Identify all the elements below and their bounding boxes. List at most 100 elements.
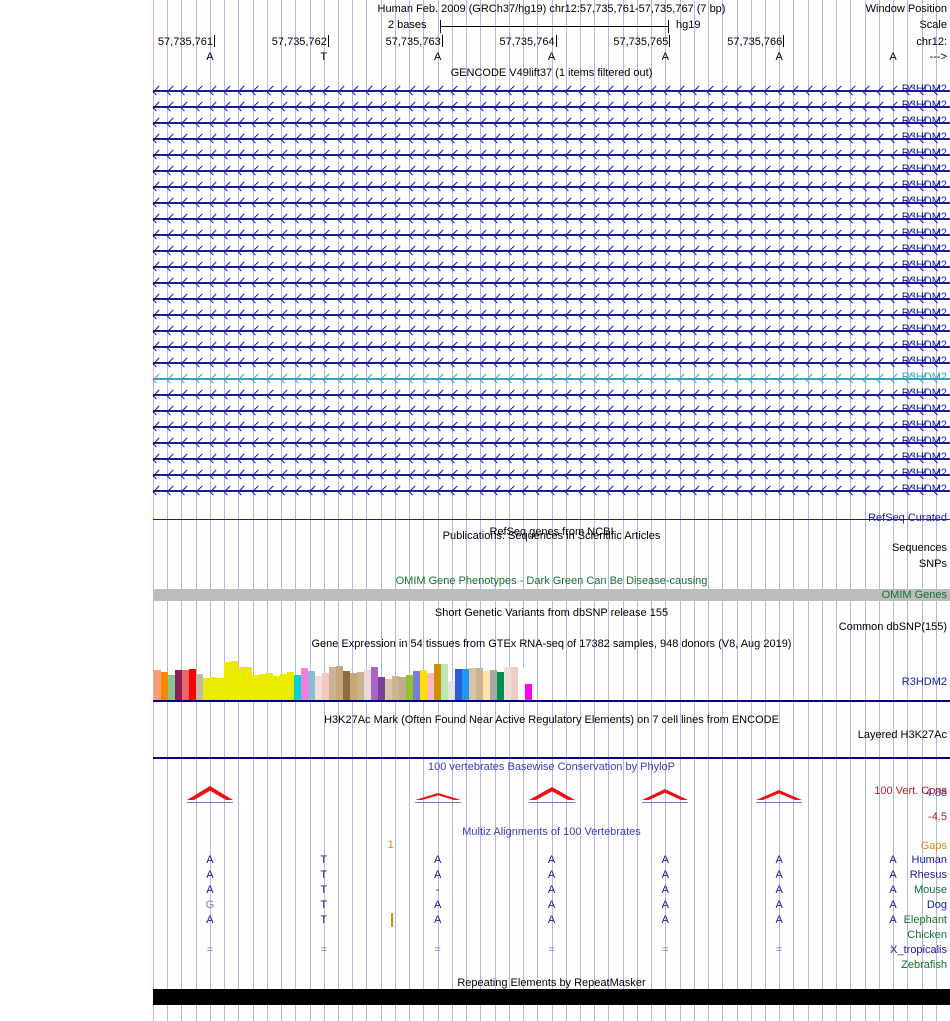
gtex-gene-label[interactable]: R3HDM2 (901, 676, 947, 688)
gtex-tissue-bar[interactable] (210, 677, 217, 700)
gtex-tissue-bar[interactable] (301, 668, 308, 700)
gencode-gene-label[interactable]: R3HDM2 (901, 83, 947, 95)
gtex-tissue-bar[interactable] (441, 664, 448, 700)
dbsnp-track-title[interactable]: Short Genetic Variants from dbSNP releas… (434, 607, 669, 619)
gtex-tissue-bar[interactable] (413, 671, 420, 700)
gtex-tissue-bar[interactable] (294, 675, 301, 700)
gencode-track-title[interactable]: GENCODE V49lift37 (1 items filtered out) (450, 67, 653, 79)
multiz-species-label[interactable]: Human (911, 854, 947, 866)
gtex-tissue-bar[interactable] (518, 668, 525, 700)
gtex-tissue-bar[interactable] (336, 666, 343, 700)
gencode-gene-label[interactable]: R3HDM2 (901, 179, 947, 191)
gencode-gene-label[interactable]: R3HDM2 (901, 291, 947, 303)
gencode-gene-label[interactable]: R3HDM2 (901, 419, 947, 431)
gtex-tissue-bar[interactable] (525, 684, 532, 700)
multiz-species-label[interactable]: Dog (926, 899, 947, 911)
gtex-tissue-bar[interactable] (224, 662, 231, 700)
conservation-peak[interactable] (642, 789, 689, 804)
h3k27ac-label[interactable]: Layered H3K27Ac (857, 729, 947, 741)
gtex-tissue-bar[interactable] (462, 669, 469, 700)
gtex-tissue-bar[interactable] (448, 681, 455, 700)
gtex-tissue-bar[interactable] (504, 667, 511, 700)
gtex-tissue-bar[interactable] (350, 673, 357, 700)
gtex-tissue-bar[interactable] (175, 670, 182, 700)
conservation-peak[interactable] (414, 793, 461, 804)
multiz-species-label[interactable]: Chicken (907, 929, 947, 941)
conservation-peak[interactable] (528, 787, 575, 804)
gtex-expression-chart[interactable] (154, 656, 950, 700)
gencode-gene-label[interactable]: R3HDM2 (901, 99, 947, 111)
gencode-gene-label[interactable]: R3HDM2 (901, 451, 947, 463)
multiz-species-label[interactable]: Mouse (913, 884, 947, 896)
gtex-tissue-bar[interactable] (196, 674, 203, 700)
gtex-tissue-bar[interactable] (273, 676, 280, 700)
conservation-peak[interactable] (756, 790, 803, 804)
omim-track-title[interactable]: OMIM Gene Phenotypes - Dark Green Can Be… (395, 575, 708, 587)
conservation-peak[interactable] (186, 786, 233, 804)
gtex-tissue-bar[interactable] (406, 675, 413, 700)
repeatmasker-track-title[interactable]: Repeating Elements by RepeatMasker (457, 977, 646, 989)
conservation-track-title[interactable]: 100 vertebrates Basewise Conservation by… (427, 761, 676, 773)
gtex-tissue-bar[interactable] (385, 679, 392, 700)
gencode-gene-label[interactable]: R3HDM2 (901, 115, 947, 127)
publications-snps-label[interactable]: SNPs (918, 558, 947, 570)
gtex-tissue-bar[interactable] (476, 668, 483, 700)
conservation-label[interactable]: 100 Vert. Cons (874, 785, 947, 797)
dbsnp-label[interactable]: Common dbSNP(155) (838, 621, 947, 633)
gencode-gene-label[interactable]: R3HDM2 (901, 147, 947, 159)
gtex-tissue-bar[interactable] (182, 670, 189, 700)
gtex-tissue-bar[interactable] (308, 671, 315, 700)
gtex-tissue-bar[interactable] (490, 670, 497, 700)
gencode-gene-label[interactable]: R3HDM2 (901, 227, 947, 239)
gtex-tissue-bar[interactable] (434, 664, 441, 700)
refseq-curated-label[interactable]: RefSeq Curated (868, 512, 947, 524)
gtex-tissue-bar[interactable] (371, 667, 378, 700)
multiz-species-label[interactable]: Elephant (903, 914, 947, 926)
refseq-feature-line[interactable] (153, 519, 950, 520)
gencode-gene-label[interactable]: R3HDM2 (901, 483, 947, 495)
gtex-tissue-bar[interactable] (315, 676, 322, 700)
gencode-gene-label[interactable]: R3HDM2 (901, 355, 947, 367)
publications-track-title[interactable]: Publications: Sequences in Scientific Ar… (442, 530, 661, 542)
gencode-gene-label[interactable]: R3HDM2 (901, 323, 947, 335)
repeatmasker-label[interactable]: RepeatMasker (875, 991, 947, 1003)
gtex-tissue-bar[interactable] (329, 667, 336, 700)
gtex-tissue-bar[interactable] (469, 668, 476, 700)
gtex-tissue-bar[interactable] (511, 667, 518, 700)
gtex-tissue-bar[interactable] (392, 676, 399, 700)
gtex-tissue-bar[interactable] (497, 672, 504, 700)
gtex-tissue-bar[interactable] (378, 677, 385, 700)
gtex-tissue-bar[interactable] (252, 675, 259, 700)
gencode-gene-label[interactable]: R3HDM2 (901, 307, 947, 319)
gtex-tissue-bar[interactable] (259, 674, 266, 700)
gtex-tissue-bar[interactable] (357, 672, 364, 700)
gtex-tissue-bar[interactable] (364, 670, 371, 700)
gencode-gene-label[interactable]: R3HDM2 (901, 163, 947, 175)
gencode-gene-label[interactable]: R3HDM2 (901, 403, 947, 415)
gtex-tissue-bar[interactable] (483, 671, 490, 700)
gencode-gene-label[interactable]: R3HDM2 (901, 243, 947, 255)
multiz-gaps-label[interactable]: Gaps (920, 840, 947, 852)
gtex-tissue-bar[interactable] (203, 678, 210, 700)
gencode-gene-label[interactable]: R3HDM2 (901, 259, 947, 271)
gtex-tissue-bar[interactable] (161, 672, 168, 700)
gtex-tissue-bar[interactable] (168, 675, 175, 700)
gencode-gene-label[interactable]: R3HDM2 (901, 387, 947, 399)
gencode-gene-label[interactable]: R3HDM2 (901, 275, 947, 287)
gtex-tissue-bar[interactable] (189, 669, 196, 700)
gtex-tissue-bar[interactable] (420, 670, 427, 700)
gencode-gene-label[interactable]: R3HDM2 (901, 131, 947, 143)
gencode-gene-label[interactable]: R3HDM2 (901, 435, 947, 447)
publications-sequences-label[interactable]: Sequences (891, 542, 947, 554)
gtex-tissue-bar[interactable] (266, 673, 273, 700)
gtex-tissue-bar[interactable] (217, 678, 224, 700)
gtex-track-title[interactable]: Gene Expression in 54 tissues from GTEx … (311, 638, 792, 650)
gtex-tissue-bar[interactable] (280, 674, 287, 700)
gencode-gene-label[interactable]: R3HDM2 (901, 339, 947, 351)
gtex-tissue-bar[interactable] (427, 673, 434, 700)
h3k27ac-track-title[interactable]: H3K27Ac Mark (Often Found Near Active Re… (324, 714, 779, 726)
gtex-tissue-bar[interactable] (231, 661, 238, 700)
gencode-gene-label[interactable]: R3HDM2 (901, 371, 947, 383)
gtex-tissue-bar[interactable] (245, 667, 252, 700)
gtex-tissue-bar[interactable] (154, 670, 161, 700)
